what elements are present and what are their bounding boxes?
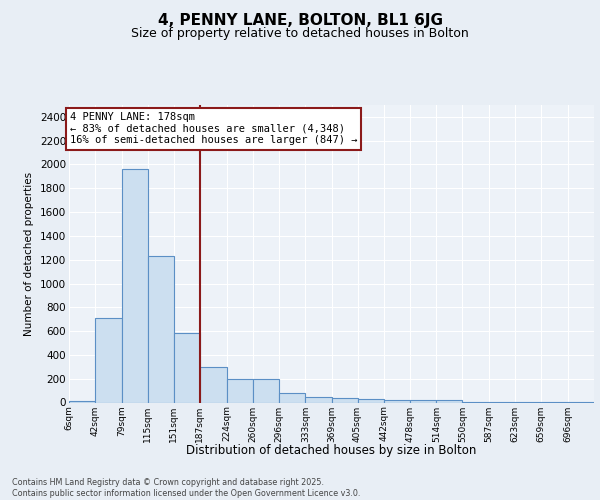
X-axis label: Distribution of detached houses by size in Bolton: Distribution of detached houses by size … [187, 444, 476, 458]
Bar [122, 170, 148, 402]
Bar [358, 399, 384, 402]
Bar [200, 367, 227, 402]
Text: Contains HM Land Registry data © Crown copyright and database right 2025.
Contai: Contains HM Land Registry data © Crown c… [12, 478, 361, 498]
Bar [384, 400, 410, 402]
Bar [148, 256, 174, 402]
Bar [95, 318, 122, 402]
Text: 4 PENNY LANE: 178sqm
← 83% of detached houses are smaller (4,348)
16% of semi-de: 4 PENNY LANE: 178sqm ← 83% of detached h… [70, 112, 357, 146]
Text: 4, PENNY LANE, BOLTON, BL1 6JG: 4, PENNY LANE, BOLTON, BL1 6JG [157, 12, 443, 28]
Bar [253, 378, 279, 402]
Bar [279, 393, 305, 402]
Bar [331, 398, 358, 402]
Bar [305, 397, 331, 402]
Y-axis label: Number of detached properties: Number of detached properties [25, 172, 34, 336]
Bar [436, 400, 463, 402]
Text: Size of property relative to detached houses in Bolton: Size of property relative to detached ho… [131, 28, 469, 40]
Bar [227, 378, 253, 402]
Bar [69, 400, 95, 402]
Bar [174, 334, 200, 402]
Bar [410, 400, 436, 402]
